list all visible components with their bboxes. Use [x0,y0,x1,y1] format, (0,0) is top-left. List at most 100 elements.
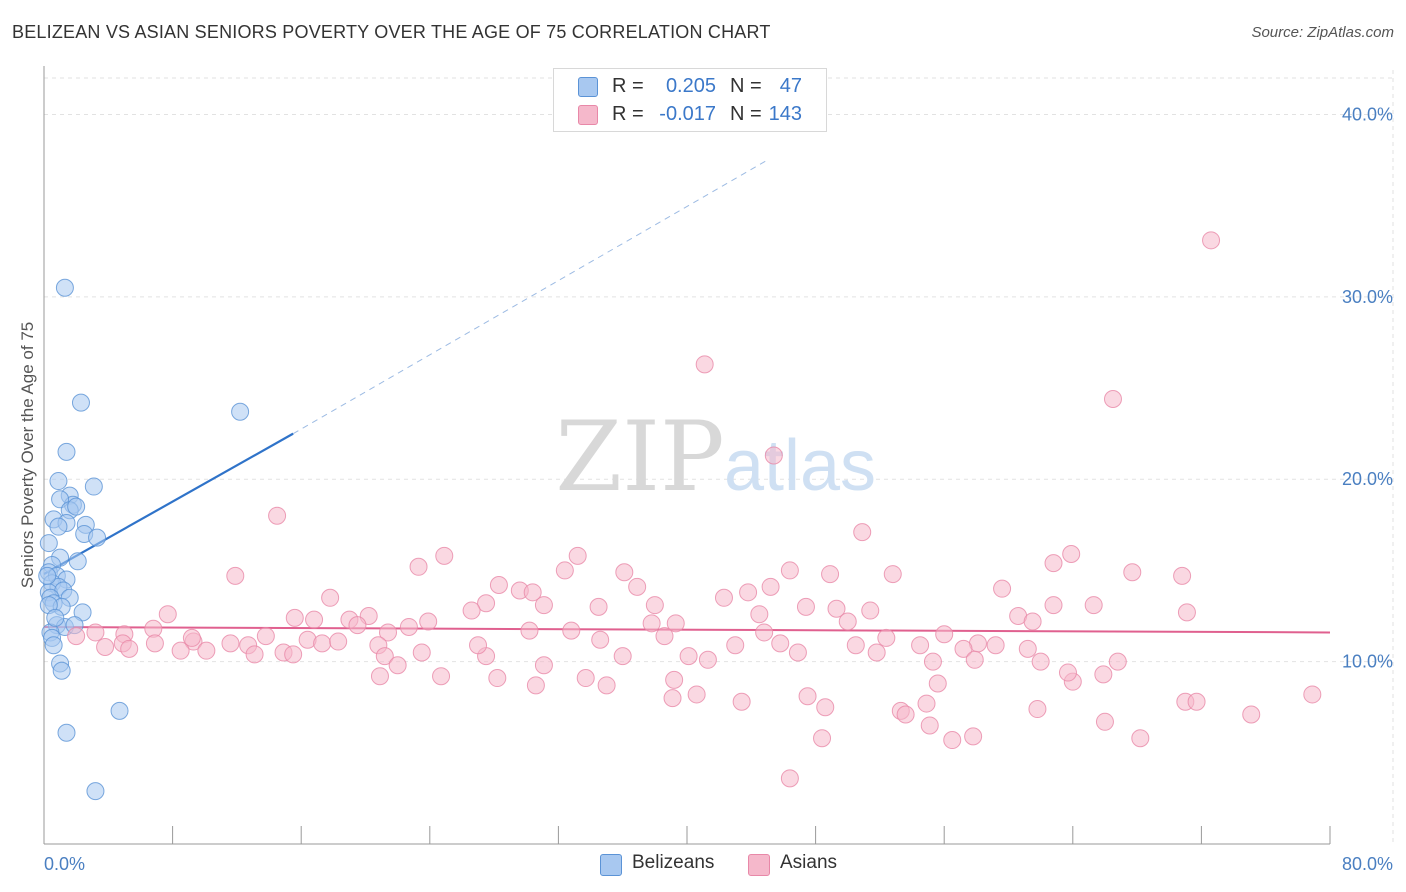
asians-point [761,577,780,596]
belizeans-swatch [578,77,598,97]
asians-point [796,597,815,616]
asians-point [1031,652,1050,671]
asians-point [462,601,481,620]
asians-point [576,669,595,688]
asians-point [379,623,398,642]
asians-point [1177,603,1196,622]
belizeans-point [38,566,57,585]
asians-point [896,705,915,724]
y-tick-label: 30.0% [1342,287,1393,307]
asians-point [788,643,807,662]
asians-point [197,641,216,660]
asians-point [1242,705,1261,724]
stats-legend-row-belizeans: R = 0.205 N = 47 [554,73,826,101]
asians-point [726,636,745,655]
belizeans-point [44,636,63,655]
asians-point [171,641,190,660]
asians-point [348,616,367,635]
source-label: Source: ZipAtlas.com [1251,24,1394,41]
asians-point [1103,389,1122,408]
asians-point [1173,566,1192,585]
belizeans-point [55,278,74,297]
asians-point [591,630,610,649]
asians-point [714,588,733,607]
asians-point [1084,596,1103,615]
asians-point [1044,554,1063,573]
asians-point [285,608,304,627]
y-tick-label: 10.0% [1342,652,1393,672]
asians-point [1131,729,1150,748]
asians-point [986,636,1005,655]
data-points [38,231,1322,801]
asians-point [284,645,303,664]
watermark-zip: ZIP [555,401,724,513]
asians-point [555,561,574,580]
belizeans-point [57,723,76,742]
asians-point [534,596,553,615]
asians-point [821,565,840,584]
asians-point [589,597,608,616]
asians-point [1123,563,1142,582]
asians-point [695,355,714,374]
belizeans-legend-swatch [600,854,622,876]
n-value: 143 [768,103,802,125]
n-label: N = [730,75,762,97]
asians-point [412,643,431,662]
x-tick-label-min: 0.0% [44,854,85,874]
asians-point [526,676,545,695]
asians-point [613,647,632,666]
belizeans-point [49,472,68,491]
asians-point [911,636,930,655]
asians-trend-line [43,625,1331,634]
legend-label: Belizeans [632,852,715,873]
asians-point [477,594,496,613]
belizeans-point [52,661,71,680]
stats-legend-row-asians: R = -0.017 N = 143 [554,101,826,129]
asians-point [375,647,394,666]
asians-point [329,632,348,651]
asians-point [679,647,698,666]
asians-point [1058,663,1077,682]
asians-point [432,667,451,686]
trend-lines [43,159,1331,634]
asians-point [816,698,835,717]
belizeans-point [73,603,92,622]
asians-point [645,596,664,615]
asians-point [615,563,634,582]
asians-point [221,634,240,653]
asians-point [920,716,939,735]
asians-point [313,634,332,653]
asians-point [861,601,880,620]
asians-point [523,583,542,602]
asians-point [813,729,832,748]
asians-point [798,687,817,706]
asians-point [520,621,539,640]
belizeans-point [110,701,129,720]
r-label: R = [612,75,644,97]
belizeans-point [46,608,65,627]
n-label: N = [730,103,762,125]
asians-point [245,645,264,664]
belizeans-trend-line [43,432,294,576]
belizeans-point [231,402,250,421]
asians-point [488,669,507,688]
belizeans-point [67,497,86,516]
asians-point [409,557,428,576]
asians-point [1303,685,1322,704]
y-tick-label: 20.0% [1342,469,1393,489]
asians-point [917,694,936,713]
asians-point [665,670,684,689]
asians-point [923,652,942,671]
asians-point [732,692,751,711]
asians-point [838,612,857,631]
asians-point [771,634,790,653]
asians-point [419,612,438,631]
tick-labels: 10.0% 20.0% 30.0% 40.0% [1342,104,1393,671]
watermark-atlas: atlas [724,426,876,506]
asians-point [268,506,287,525]
asians-point [764,446,783,465]
belizeans-point [57,442,76,461]
belizeans-point [88,528,107,547]
asians-point [435,546,454,565]
